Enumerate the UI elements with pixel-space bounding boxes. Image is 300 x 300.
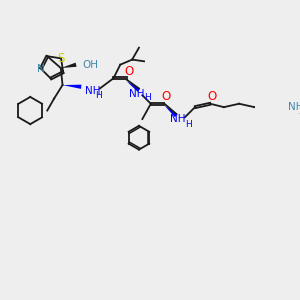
Text: OH: OH: [82, 60, 98, 70]
Text: O: O: [161, 91, 171, 103]
Polygon shape: [127, 82, 140, 92]
Polygon shape: [61, 63, 76, 68]
Polygon shape: [164, 105, 178, 117]
Text: H: H: [185, 120, 192, 129]
Text: NH: NH: [170, 114, 186, 124]
Text: NH: NH: [288, 102, 300, 112]
Text: O: O: [207, 90, 217, 103]
Text: NH: NH: [130, 88, 145, 99]
Text: 2: 2: [298, 107, 300, 116]
Text: H: H: [144, 93, 151, 102]
Text: H: H: [95, 91, 101, 100]
Polygon shape: [62, 85, 81, 89]
Text: O: O: [124, 65, 134, 78]
Text: N: N: [37, 64, 45, 74]
Text: S: S: [57, 52, 65, 65]
Text: NH: NH: [85, 86, 100, 96]
